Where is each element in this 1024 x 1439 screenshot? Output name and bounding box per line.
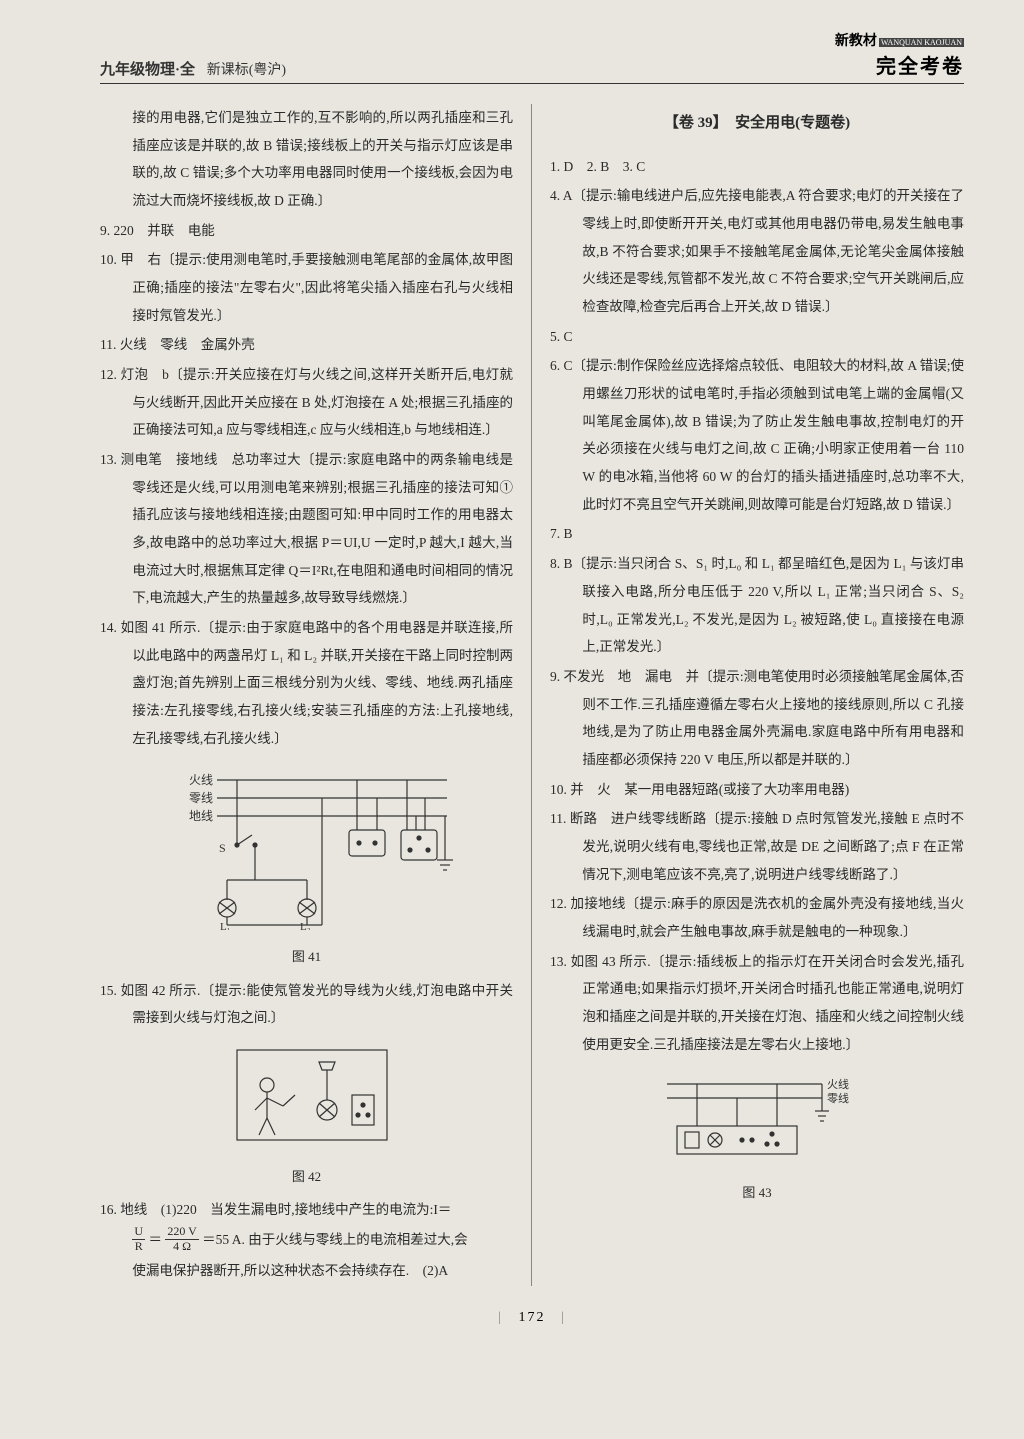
- left-p9: 9. 220 并联 电能: [100, 217, 513, 245]
- frac-lhs-den: R: [132, 1240, 145, 1253]
- fig41-di: 地线: [189, 809, 213, 823]
- left-p15: 15. 如图 42 所示.〔提示:能使氖管发光的导线为火线,灯泡电路中开关需接到…: [100, 977, 513, 1032]
- frac-eq: ＝: [148, 1232, 162, 1247]
- right-p1: 1. D 2. B 3. C: [550, 153, 964, 181]
- fig43-huo: 火线: [827, 1077, 849, 1091]
- fig43-ling: 零线: [827, 1091, 849, 1105]
- header-right: 新教材WANQUAN KAOJUAN 完全考卷: [835, 30, 964, 79]
- page-number-row: | 172 |: [100, 1310, 964, 1326]
- brand-top-row: 新教材WANQUAN KAOJUAN: [835, 30, 964, 50]
- page-header: 九年级物理·全 新课标(粤沪) 新教材WANQUAN KAOJUAN 完全考卷: [100, 30, 964, 84]
- fig41-huo: 火线: [189, 773, 213, 787]
- right-p5: 5. C: [550, 323, 964, 351]
- figure-42: [100, 1040, 513, 1160]
- figure-42-svg: [207, 1040, 407, 1150]
- figure-41-svg: 火线 零线 地线 S L₁ L₂: [157, 760, 457, 930]
- frac-lhs: U R: [132, 1225, 145, 1252]
- figure-41: 火线 零线 地线 S L₁ L₂: [100, 760, 513, 940]
- page-number: 172: [519, 1310, 546, 1325]
- right-column: 【卷 39】 安全用电(专题卷) 1. D 2. B 3. C 4. A〔提示:…: [532, 104, 964, 1286]
- right-p9: 9. 不发光 地 漏电 并〔提示:测电笔使用时必须接触笔尾金属体,否则不工作.三…: [550, 663, 964, 774]
- figure-43: 火线 零线: [550, 1066, 964, 1176]
- left-p12: 12. 灯泡 b〔提示:开关应接在灯与火线之间,这样开关断开后,电灯就与火线断开…: [100, 361, 513, 444]
- fig42-label: 图 42: [100, 1164, 513, 1191]
- right-p4: 4. A〔提示:输电线进户后,应先接电能表,A 符合要求;电灯的开关接在了零线上…: [550, 182, 964, 320]
- fig41-ling: 零线: [189, 791, 213, 805]
- title-sub: 新课标(粤沪): [207, 63, 286, 78]
- brand-top: 新教材: [835, 34, 877, 49]
- figure-43-svg: 火线 零线: [647, 1066, 867, 1166]
- fig41-l1: L₁: [220, 921, 231, 930]
- frac-rhs: 220 V 4 Ω: [165, 1225, 198, 1252]
- brand-small: WANQUAN KAOJUAN: [879, 38, 964, 47]
- left-p16b: U R ＝ 220 V 4 Ω ＝55 A. 由于火线与零线上的电流相差过大,会: [100, 1226, 513, 1255]
- left-p16a: 16. 地线 (1)220 当发生漏电时,接地线中产生的电流为:I＝: [100, 1196, 513, 1224]
- brand-bottom: 完全考卷: [835, 50, 964, 79]
- right-p8: 8. B〔提示:当只闭合 S、S₁ 时,L₀ 和 L₁ 都呈暗红色,是因为 L₁…: [550, 550, 964, 661]
- right-p6: 6. C〔提示:制作保险丝应选择熔点较低、电阻较大的材料,故 A 错误;使用螺丝…: [550, 352, 964, 518]
- fig41-label: 图 41: [100, 944, 513, 971]
- right-p11: 11. 断路 进户线零线断路〔提示:接触 D 点时氖管发光,接触 E 点时不发光…: [550, 805, 964, 888]
- frac-lhs-num: U: [132, 1225, 145, 1239]
- page-sep-right: |: [561, 1310, 566, 1325]
- fig41-s: S: [219, 841, 226, 855]
- left-column: 接的用电器,它们是独立工作的,互不影响的,所以两孔插座和三孔插座应该是并联的,故…: [100, 104, 532, 1286]
- fig41-l2: L₂: [300, 921, 311, 930]
- title-main: 九年级物理·全: [100, 62, 195, 78]
- fig43-label: 图 43: [550, 1180, 964, 1207]
- frac-rhs-num: 220 V: [165, 1225, 198, 1239]
- left-p16c: 使漏电保护器断开,所以这种状态不会持续存在. (2)A: [100, 1257, 513, 1285]
- left-p10: 10. 甲 右〔提示:使用测电笔时,手要接触测电笔尾部的金属体,故甲图正确;插座…: [100, 246, 513, 329]
- page: 九年级物理·全 新课标(粤沪) 新教材WANQUAN KAOJUAN 完全考卷 …: [0, 0, 1024, 1439]
- left-p0: 接的用电器,它们是独立工作的,互不影响的,所以两孔插座和三孔插座应该是并联的,故…: [100, 104, 513, 215]
- left-p11: 11. 火线 零线 金属外壳: [100, 331, 513, 359]
- left-p14: 14. 如图 41 所示.〔提示:由于家庭电路中的各个用电器是并联连接,所以此电…: [100, 614, 513, 752]
- right-p10: 10. 并 火 某一用电器短路(或接了大功率用电器): [550, 776, 964, 804]
- page-sep-left: |: [498, 1310, 503, 1325]
- columns: 接的用电器,它们是独立工作的,互不影响的,所以两孔插座和三孔插座应该是并联的,故…: [100, 104, 964, 1286]
- section-title: 【卷 39】 安全用电(专题卷): [550, 108, 964, 139]
- frac-rhs-den: 4 Ω: [165, 1240, 198, 1253]
- right-p7: 7. B: [550, 520, 964, 548]
- right-p12: 12. 加接地线〔提示:麻手的原因是洗衣机的金属外壳没有接地线,当火线漏电时,就…: [550, 890, 964, 945]
- right-p13: 13. 如图 43 所示.〔提示:插线板上的指示灯在开关闭合时会发光,插孔正常通…: [550, 948, 964, 1059]
- p16b-post: ＝55 A. 由于火线与零线上的电流相差过大,会: [202, 1232, 468, 1247]
- left-p13: 13. 测电笔 接地线 总功率过大〔提示:家庭电路中的两条输电线是零线还是火线,…: [100, 446, 513, 612]
- header-left: 九年级物理·全 新课标(粤沪): [100, 58, 286, 79]
